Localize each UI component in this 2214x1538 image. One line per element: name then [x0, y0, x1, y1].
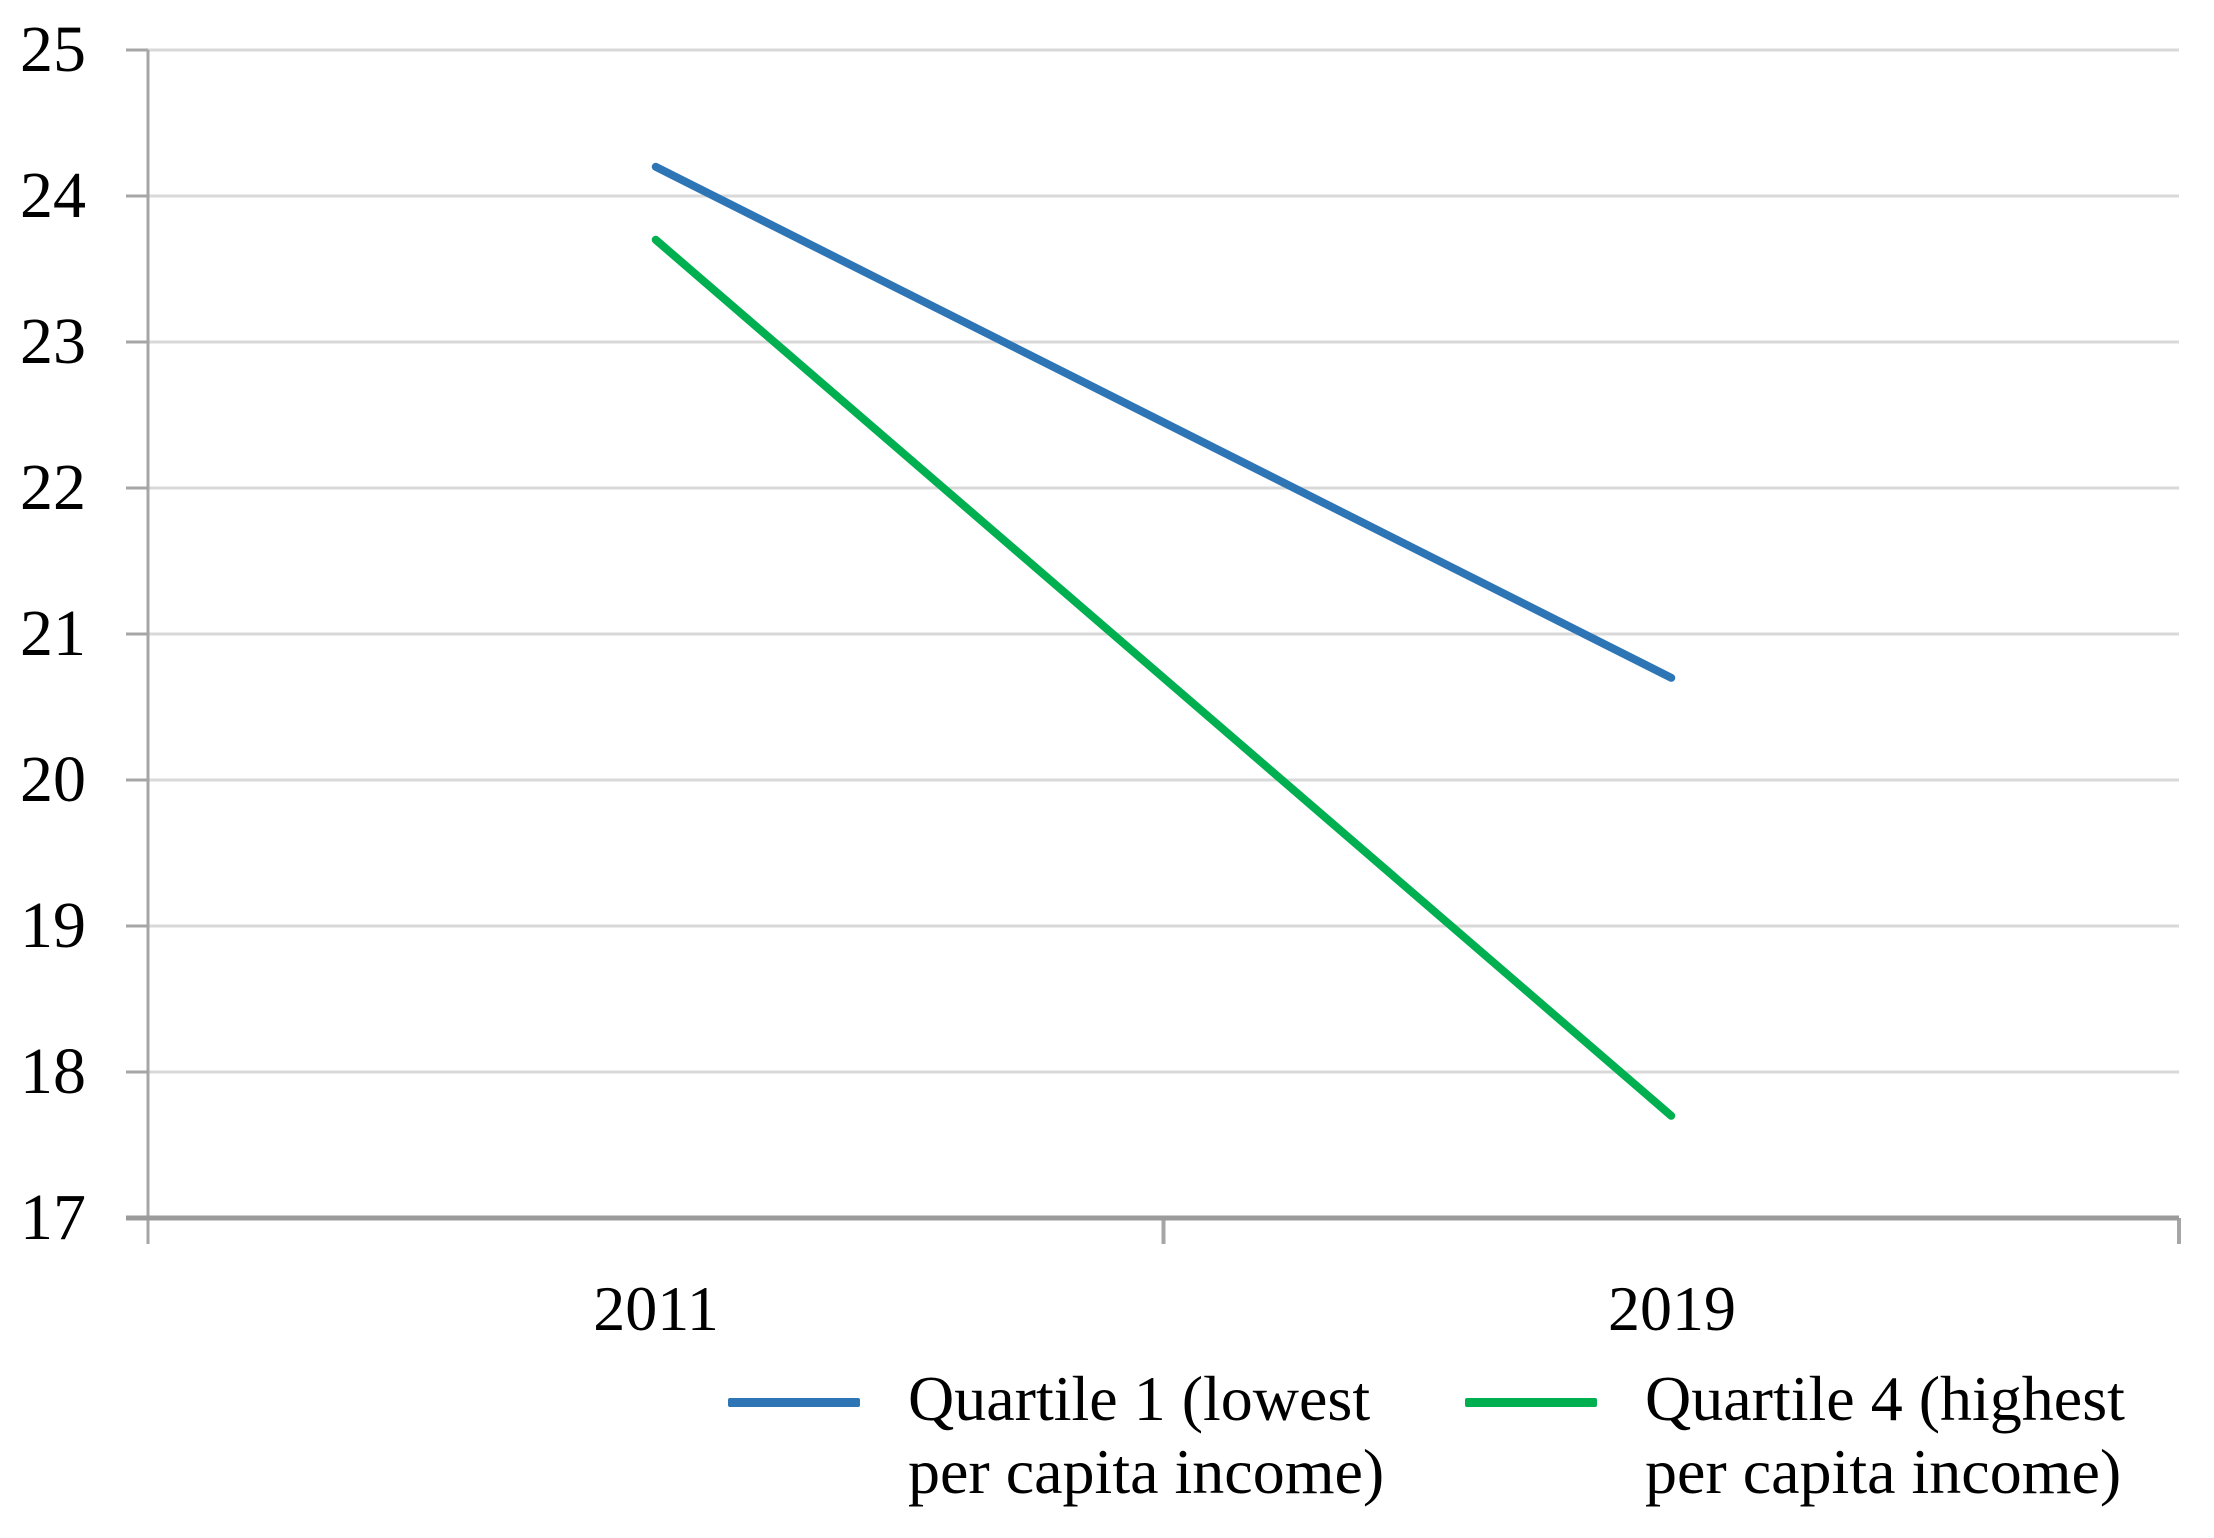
- y-tick-label: 19: [20, 889, 86, 962]
- x-tick-label-2019: 2019: [1608, 1273, 1736, 1344]
- y-tick-label: 22: [20, 451, 86, 524]
- legend-swatch-quartile1: [728, 1398, 860, 1407]
- legend-label-quartile4-line2: per capita income): [1645, 1436, 2122, 1507]
- y-tick-label: 17: [20, 1181, 86, 1254]
- y-tick-label: 25: [20, 13, 86, 86]
- y-tick-label: 21: [20, 597, 86, 670]
- legend-label-quartile4-line1: Quartile 4 (highest: [1645, 1363, 2125, 1434]
- quartile1-line: [651, 162, 1676, 682]
- y-tick-label: 20: [20, 743, 86, 816]
- x-axis-ticks: [1161, 1218, 2181, 1244]
- legend-label-quartile1-line1: Quartile 1 (lowest: [908, 1363, 1371, 1434]
- y-tick-label: 23: [20, 305, 86, 378]
- y-tick-label: 18: [20, 1035, 86, 1108]
- legend-label-quartile1-line2: per capita income): [908, 1436, 1385, 1507]
- x-tick-label-2011: 2011: [593, 1273, 719, 1344]
- gridlines: [148, 48, 2179, 1220]
- legend-swatch-quartile4: [1465, 1398, 1597, 1407]
- quartile4-line: [651, 235, 1676, 1120]
- y-axis-ticks: [126, 48, 148, 1220]
- y-tick-label: 24: [20, 159, 86, 232]
